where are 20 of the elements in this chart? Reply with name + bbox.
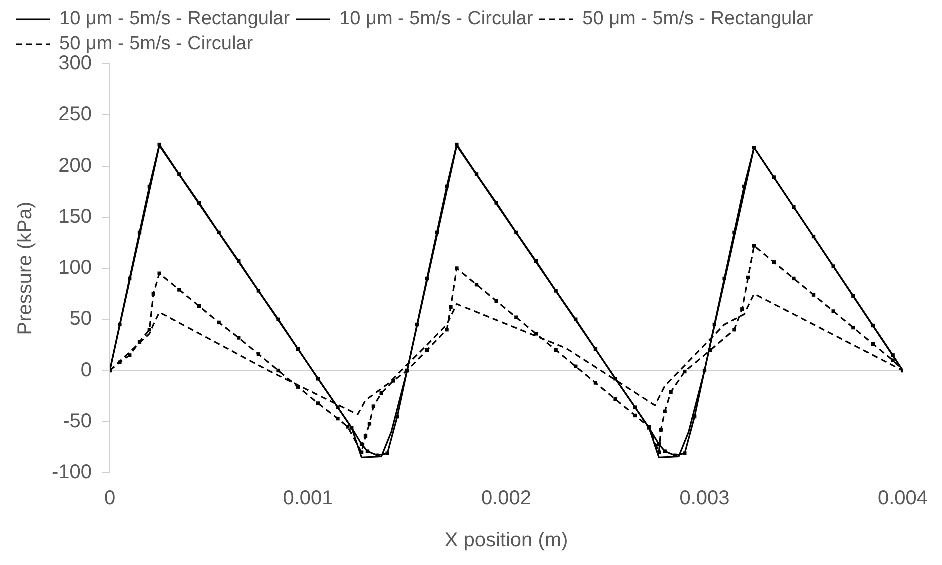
y-tick-label: 0	[80, 359, 92, 382]
x-tick-label: 0.002	[481, 488, 532, 510]
y-tick-label: 50	[70, 308, 92, 330]
y-tick-label: 200	[58, 154, 92, 177]
x-tick-label: 0.004	[878, 488, 928, 510]
legend-label: 50 μm - 5m/s - Circular	[60, 34, 254, 55]
y-tick-label: -50	[63, 410, 92, 432]
y-tick-label: 150	[58, 206, 92, 228]
y-tick-label: 250	[58, 104, 92, 126]
y-tick-label: 100	[58, 257, 92, 280]
x-tick-label: 0	[104, 488, 116, 510]
x-tick-label: 0.001	[283, 488, 334, 510]
x-tick-label: 0.003	[680, 488, 730, 510]
x-axis-title: X position (m)	[444, 530, 568, 552]
legend-label: 10 μm - 5m/s - Circular	[340, 8, 534, 30]
y-axis-title: Pressure (kPa)	[14, 202, 37, 336]
y-tick-label: -100	[52, 462, 92, 484]
y-tick-label: 300	[58, 52, 92, 75]
legend-label: 50 μm - 5m/s - Rectangular	[582, 8, 814, 30]
legend-label: 10 μm - 5m/s - Rectangular	[60, 8, 291, 30]
